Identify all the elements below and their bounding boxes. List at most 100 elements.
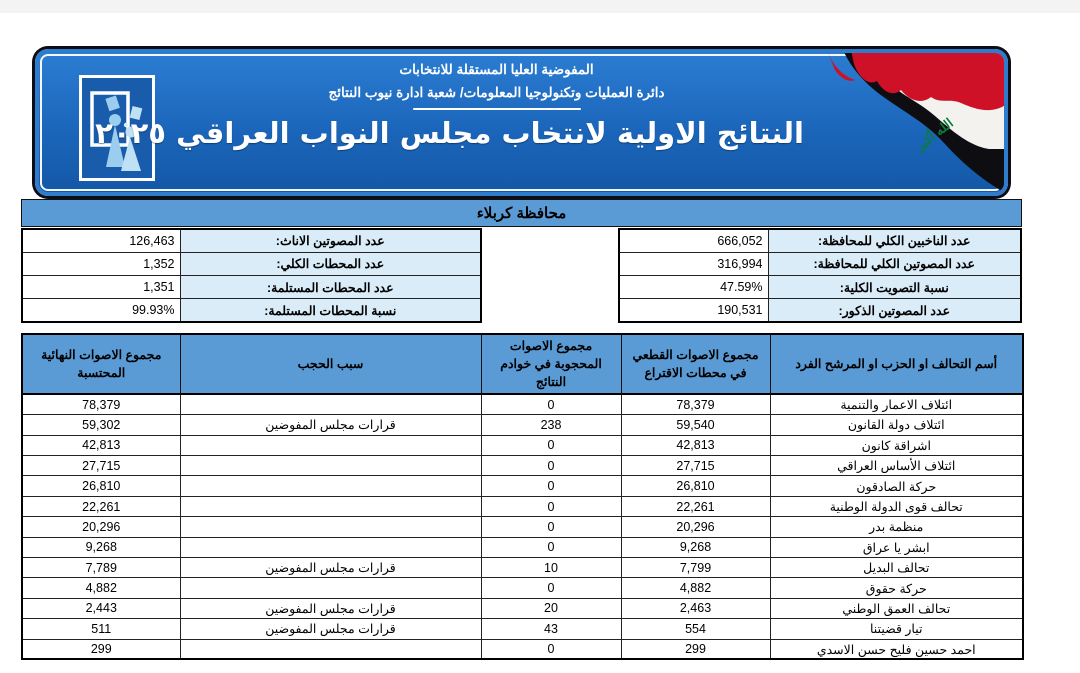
entity-name-cell: حركة الصادقون [769,475,1024,497]
summary-row: عدد المحطات المستلمة: 1,351 [21,274,482,300]
summary-row: نسبة المحطات المستلمة: 99.93% [21,298,482,323]
scan-top-strip [0,0,1080,13]
station-votes-cell: 4,882 [620,577,771,599]
entity-name-cell: احمد حسين فليح حسن الاسدي [769,638,1024,660]
col-header-final-votes: مجموع الاصوات النهائية المحتسبة [21,333,181,396]
result-row: احمد حسين فليح حسن الاسدي 299 0 299 [21,638,1024,660]
summary-label: نسبة التصويت الكلية: [767,274,1022,300]
result-row: منظمة بدر 20,296 0 20,296 [21,516,1024,538]
withheld-votes-cell: 0 [480,495,622,518]
summary-label: عدد الناخبين الكلي للمحافظة: [767,228,1022,253]
entity-name-cell: ابشر يا عراق [769,536,1024,559]
withhold-reason-cell [179,475,482,497]
withheld-votes-cell: 10 [480,556,622,579]
withheld-votes-cell: 0 [480,516,622,538]
header-banner: الله أكبر المفوضية العليا المستقلة للانت… [35,49,1008,196]
summary-row: عدد المصوتين الذكور: 190,531 [618,298,1022,323]
final-votes-cell: 511 [21,618,181,640]
summary-section: عدد الناخبين الكلي للمحافظة: 666,052 عدد… [21,228,1022,324]
entity-name-cell: تيار قضيتنا [769,618,1024,640]
withheld-votes-cell: 0 [480,455,622,477]
withheld-votes-cell: 0 [480,638,622,660]
summary-value: 1,351 [21,274,181,300]
department-name: دائرة العمليات وتكنولوجيا المعلومات/ شعب… [328,85,665,100]
banner-text-block: المفوضية العليا المستقلة للانتخابات دائر… [95,62,804,150]
summary-value: 1,352 [21,251,181,277]
entity-name-cell: منظمة بدر [769,516,1024,538]
col-header-withhold-reason: سبب الحجب [179,333,482,396]
summary-label: عدد المصوتين الاناث: [179,228,482,253]
summary-label: عدد المحطات الكلي: [179,251,482,277]
entity-name-cell: تحالف العمق الوطني [769,597,1024,620]
withheld-votes-cell: 0 [480,434,622,457]
summary-row: عدد المصوتين الاناث: 126,463 [21,228,482,253]
withhold-reason-cell [179,495,482,518]
entity-name-cell: ائتلاف دولة القانون [769,414,1024,436]
station-votes-cell: 59,540 [620,414,771,436]
station-votes-cell: 42,813 [620,434,771,457]
col-header-station-votes: مجموع الاصوات القطعي في محطات الاقتراع [620,333,771,396]
col-header-entity-name: أسم التحالف او الحزب او المرشح الفرد [769,333,1024,396]
withhold-reason-cell: قرارات مجلس المفوضين [179,556,482,579]
result-row: حركة حقوق 4,882 0 4,882 [21,577,1024,599]
withheld-votes-cell: 0 [480,393,622,416]
withhold-reason-cell [179,577,482,599]
summary-value: 666,052 [618,228,769,253]
summary-value: 126,463 [21,228,181,253]
result-row: تيار قضيتنا 554 43 قرارات مجلس المفوضين … [21,618,1024,640]
summary-gap [482,228,618,324]
withhold-reason-cell [179,516,482,538]
col-header-withheld-votes: مجموع الاصوات المحجوبة في خوادم النتائج [480,333,622,396]
final-votes-cell: 9,268 [21,536,181,559]
summary-table-right: عدد الناخبين الكلي للمحافظة: 666,052 عدد… [618,228,1022,323]
final-votes-cell: 7,789 [21,556,181,579]
summary-value: 316,994 [618,251,769,277]
withheld-votes-cell: 0 [480,577,622,599]
summary-label: عدد المحطات المستلمة: [179,274,482,300]
final-votes-cell: 59,302 [21,414,181,436]
governorate-name: محافظة كربلاء [476,205,567,222]
station-votes-cell: 299 [620,638,771,660]
final-votes-cell: 26,810 [21,475,181,497]
station-votes-cell: 78,379 [620,393,771,416]
result-row: تحالف البديل 7,799 10 قرارات مجلس المفوض… [21,556,1024,579]
withheld-votes-cell: 0 [480,536,622,559]
entity-name-cell: اشراقة كانون [769,434,1024,457]
station-votes-cell: 7,799 [620,556,771,579]
entity-name-cell: تحالف قوى الدولة الوطنية [769,495,1024,518]
commission-name: المفوضية العليا المستقلة للانتخابات [399,62,594,77]
station-votes-cell: 554 [620,618,771,640]
result-row: اشراقة كانون 42,813 0 42,813 [21,434,1024,457]
entity-name-cell: ائتلاف الأساس العراقي [769,455,1024,477]
result-row: ائتلاف دولة القانون 59,540 238 قرارات مج… [21,414,1024,436]
result-row: ائتلاف الاعمار والتنمية 78,379 0 78,379 [21,393,1024,416]
report-title: النتائج الاولية لانتخاب مجلس النواب العر… [95,116,804,150]
governorate-bar: محافظة كربلاء [21,199,1022,227]
ihec-logo-icon [79,75,155,181]
withheld-votes-cell: 20 [480,597,622,620]
station-votes-cell: 9,268 [620,536,771,559]
summary-row: عدد الناخبين الكلي للمحافظة: 666,052 [618,228,1022,253]
title-separator-line [412,108,581,110]
summary-value: 190,531 [618,298,769,323]
station-votes-cell: 2,463 [620,597,771,620]
withhold-reason-cell: قرارات مجلس المفوضين [179,597,482,620]
withhold-reason-cell: قرارات مجلس المفوضين [179,618,482,640]
result-row: حركة الصادقون 26,810 0 26,810 [21,475,1024,497]
summary-value: 47.59% [618,274,769,300]
result-row: ائتلاف الأساس العراقي 27,715 0 27,715 [21,455,1024,477]
withhold-reason-cell [179,638,482,660]
withheld-votes-cell: 43 [480,618,622,640]
withhold-reason-cell [179,536,482,559]
summary-row: عدد المحطات الكلي: 1,352 [21,251,482,277]
station-votes-cell: 27,715 [620,455,771,477]
final-votes-cell: 20,296 [21,516,181,538]
withhold-reason-cell [179,434,482,457]
entity-name-cell: تحالف البديل [769,556,1024,579]
result-row: ابشر يا عراق 9,268 0 9,268 [21,536,1024,559]
entity-name-cell: حركة حقوق [769,577,1024,599]
result-row: تحالف العمق الوطني 2,463 20 قرارات مجلس … [21,597,1024,620]
entity-name-cell: ائتلاف الاعمار والتنمية [769,393,1024,416]
summary-label: عدد المصوتين الذكور: [767,298,1022,323]
results-table: أسم التحالف او الحزب او المرشح الفرد مجم… [21,333,1024,661]
